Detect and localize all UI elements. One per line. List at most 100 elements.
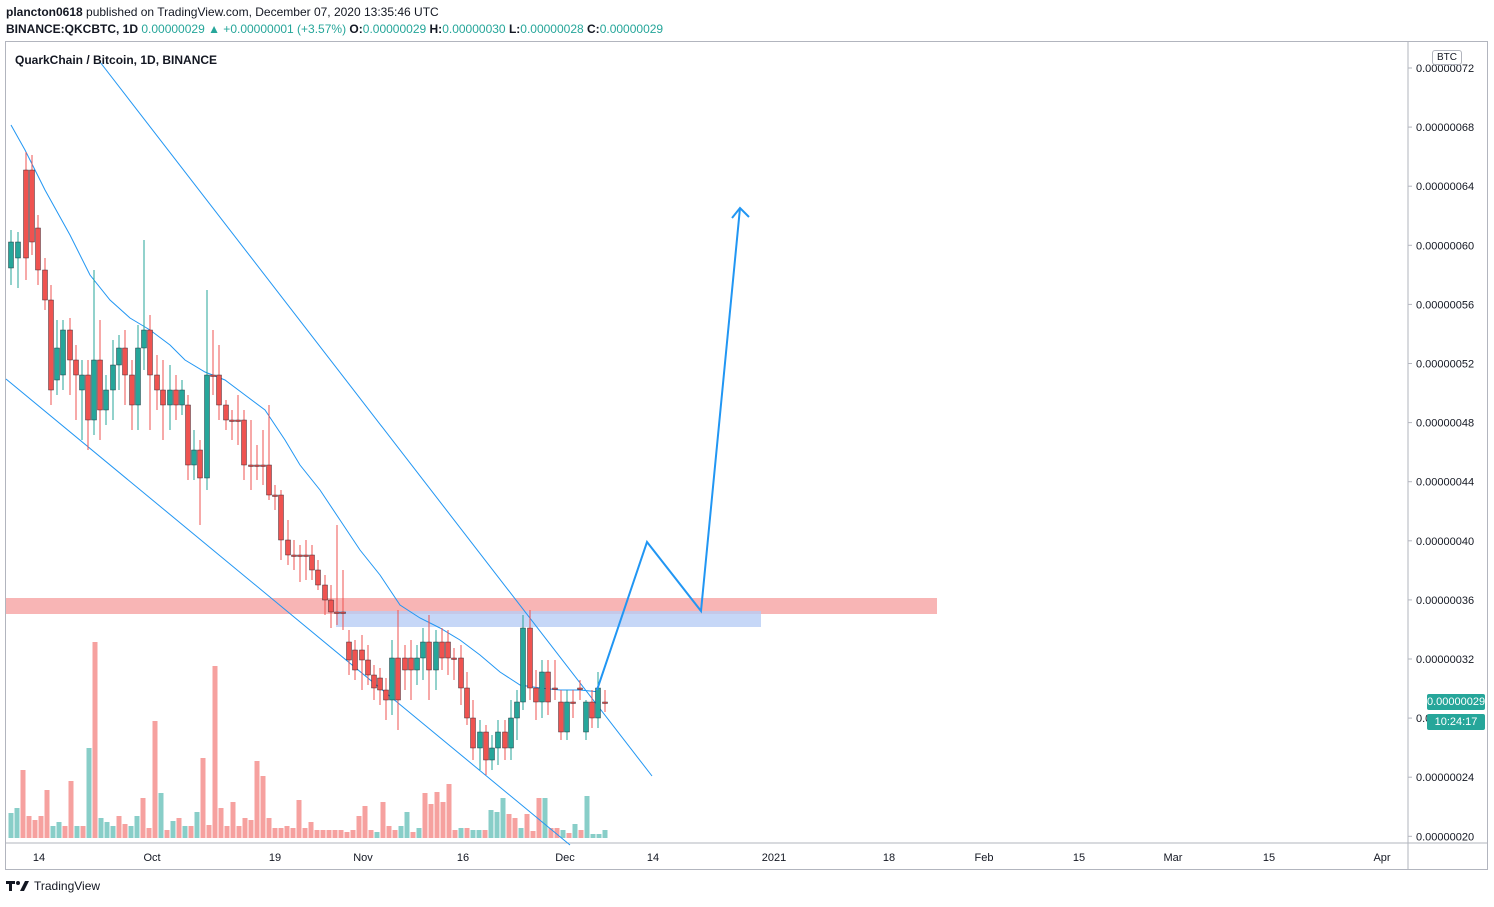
candle-body[interactable] <box>309 554 315 571</box>
candle-body[interactable] <box>334 611 340 614</box>
candle-body[interactable] <box>197 449 203 479</box>
channel-upper-line[interactable] <box>99 61 653 777</box>
candle-body[interactable] <box>564 701 570 733</box>
candle-body[interactable] <box>248 464 254 467</box>
candle-body[interactable] <box>359 649 365 661</box>
currency-button[interactable]: BTC <box>1432 50 1462 65</box>
candle-body[interactable] <box>235 419 241 422</box>
candle-body[interactable] <box>122 347 128 376</box>
candle-body[interactable] <box>346 641 352 661</box>
candle-body[interactable] <box>558 701 564 733</box>
candle-body[interactable] <box>371 674 377 689</box>
candle-body[interactable] <box>383 689 389 701</box>
candle-body[interactable] <box>489 747 495 761</box>
candle-body[interactable] <box>340 611 346 614</box>
candle-body[interactable] <box>54 347 60 381</box>
candle-body[interactable] <box>185 404 191 466</box>
candle-body[interactable] <box>520 627 526 703</box>
candle-body[interactable] <box>420 641 426 659</box>
candle-body[interactable] <box>477 731 483 749</box>
candle-body[interactable] <box>291 554 297 557</box>
candle-body[interactable] <box>577 687 583 690</box>
candle-body[interactable] <box>495 731 501 749</box>
candle-body[interactable] <box>297 554 303 557</box>
candle-body[interactable] <box>595 687 601 719</box>
candle-body[interactable] <box>103 389 109 411</box>
candle-body[interactable] <box>328 599 334 613</box>
candle-body[interactable] <box>470 717 476 749</box>
candle-body[interactable] <box>15 241 21 259</box>
candle-body[interactable] <box>464 687 470 719</box>
candle-body[interactable] <box>272 494 278 497</box>
candle-body[interactable] <box>91 359 97 421</box>
candle-body[interactable] <box>116 347 122 366</box>
candle-body[interactable] <box>395 657 401 701</box>
candle-body[interactable] <box>229 419 235 422</box>
candle-body[interactable] <box>589 701 595 719</box>
support-zone[interactable] <box>336 611 761 627</box>
candle-body[interactable] <box>502 731 508 749</box>
candle-body[interactable] <box>285 539 291 556</box>
candle-body[interactable] <box>260 464 266 467</box>
candle-body[interactable] <box>129 374 135 406</box>
resistance-zone[interactable] <box>6 598 937 614</box>
candle-body[interactable] <box>426 641 432 671</box>
candle-body[interactable] <box>179 389 185 406</box>
candle-body[interactable] <box>135 347 141 406</box>
candle-body[interactable] <box>223 404 229 421</box>
candle-body[interactable] <box>545 671 551 703</box>
candle-body[interactable] <box>85 374 91 421</box>
candle-body[interactable] <box>352 649 358 671</box>
candle-body[interactable] <box>278 494 284 541</box>
candle-body[interactable] <box>191 449 197 466</box>
candle-body[interactable] <box>508 717 514 749</box>
publisher-name[interactable]: plancton0618 <box>6 5 83 19</box>
candle-body[interactable] <box>160 389 166 406</box>
candle-body[interactable] <box>322 584 328 601</box>
moving-average-line[interactable] <box>10 124 601 693</box>
chart-frame[interactable] <box>5 41 1488 870</box>
candle-body[interactable] <box>79 374 85 391</box>
candle-body[interactable] <box>266 464 272 496</box>
candle-body[interactable] <box>303 554 309 557</box>
candle-body[interactable] <box>539 671 545 703</box>
projection-path[interactable] <box>596 207 741 691</box>
candle-body[interactable] <box>514 701 520 719</box>
candle-body[interactable] <box>210 374 216 377</box>
candle-body[interactable] <box>533 687 539 703</box>
candle-body[interactable] <box>8 241 14 269</box>
candle-body[interactable] <box>110 364 116 391</box>
candle-body[interactable] <box>408 657 414 671</box>
candle-body[interactable] <box>377 677 383 691</box>
candle-body[interactable] <box>445 641 451 659</box>
candle-body[interactable] <box>35 227 41 271</box>
candle-body[interactable] <box>527 627 533 689</box>
candle-body[interactable] <box>439 641 445 659</box>
candle-body[interactable] <box>29 169 35 243</box>
candle-body[interactable] <box>97 359 103 411</box>
candle-body[interactable] <box>451 657 457 660</box>
candle-body[interactable] <box>42 269 48 301</box>
candle-body[interactable] <box>173 389 179 406</box>
footer-brand[interactable]: TradingView <box>6 879 100 893</box>
candle-body[interactable] <box>414 657 420 671</box>
candle-body[interactable] <box>154 374 160 391</box>
candle-body[interactable] <box>402 657 408 671</box>
candle-body[interactable] <box>552 687 558 690</box>
candle-body[interactable] <box>483 731 489 761</box>
candle-body[interactable] <box>216 374 222 406</box>
candle-body[interactable] <box>73 359 79 376</box>
candle-body[interactable] <box>315 569 321 586</box>
candle-body[interactable] <box>583 701 589 733</box>
candle-body[interactable] <box>570 701 576 704</box>
candle-body[interactable] <box>167 389 173 406</box>
candle-body[interactable] <box>48 299 54 391</box>
candle-body[interactable] <box>241 419 247 466</box>
candle-body[interactable] <box>141 329 147 349</box>
candle-body[interactable] <box>602 701 608 704</box>
projection-arrowhead[interactable] <box>731 206 750 219</box>
candle-body[interactable] <box>23 169 29 259</box>
candle-body[interactable] <box>204 374 210 479</box>
candle-body[interactable] <box>147 329 153 376</box>
